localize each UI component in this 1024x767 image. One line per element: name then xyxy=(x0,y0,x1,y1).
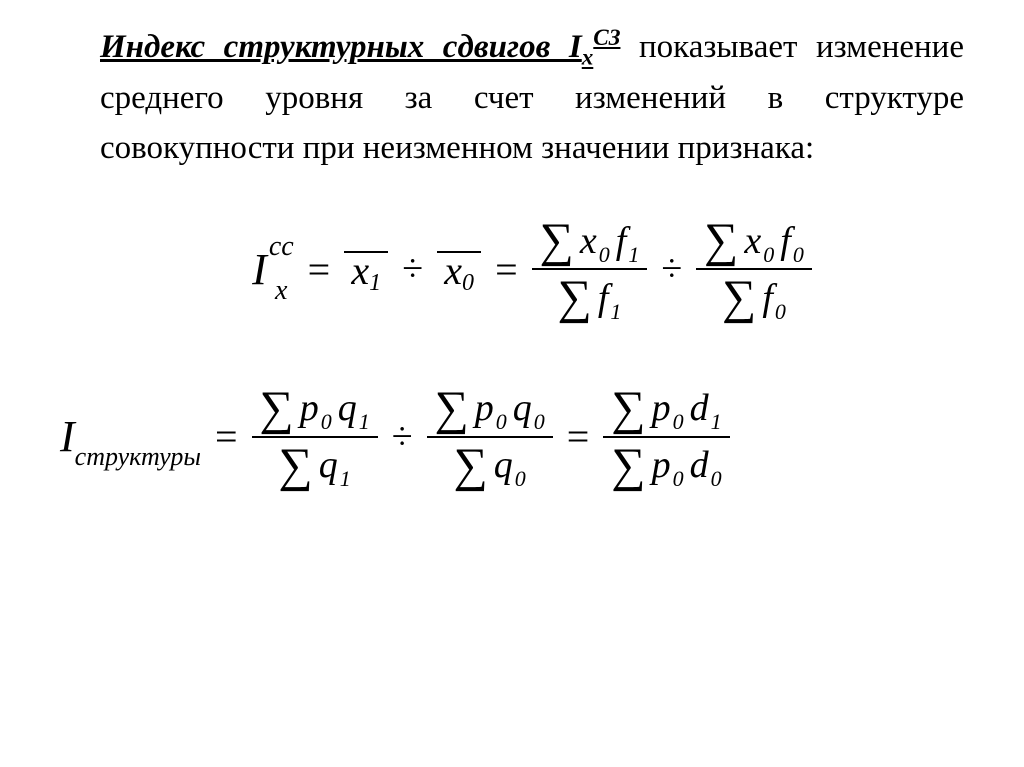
f2-sig-n3: ∑ xyxy=(611,387,645,430)
f2-lhs-sub: структуры xyxy=(75,442,201,472)
f2-d2-q: q xyxy=(494,446,513,484)
f2-n3-ds: 1 xyxy=(711,411,722,433)
f2-n2-p: p xyxy=(475,389,494,427)
f2-d1-q: q xyxy=(319,446,338,484)
f1-div1: ÷ xyxy=(402,247,423,291)
f2-n3-ps: 0 xyxy=(673,411,684,433)
f2-n1-q: q xyxy=(338,389,357,427)
f2-d3-ds: 0 xyxy=(711,468,722,490)
f1-x0-sub: 0 xyxy=(462,274,474,293)
f1-n2-fs: 0 xyxy=(793,244,804,266)
f1-sigma-d2: ∑ xyxy=(722,276,756,319)
f2-d3-d: d xyxy=(690,446,709,484)
f2-d1-qs: 1 xyxy=(340,468,351,490)
f2-sig-d2: ∑ xyxy=(454,444,488,487)
f1-lhs-sup: cc xyxy=(269,233,294,261)
formula-structural-shift: I cc x = x1 ÷ x0 = ∑ x0 f1 ∑ f1 xyxy=(100,213,964,325)
f1-x1-sub: 1 xyxy=(369,274,381,293)
f2-frac3: ∑ p0 d1 ∑ p0 d0 xyxy=(603,381,729,493)
term-sub: x xyxy=(582,44,594,70)
f2-frac1: ∑ p0 q1 ∑ q1 xyxy=(252,381,378,493)
f2-n3-p: p xyxy=(652,389,671,427)
f1-eq2: = xyxy=(495,246,518,293)
f2-lhs-I: I xyxy=(60,411,75,462)
f1-sigma-n2: ∑ xyxy=(704,219,738,262)
f1-lhs-sub: x xyxy=(275,277,287,305)
f2-n3-d: d xyxy=(690,389,709,427)
f2-sig-n1: ∑ xyxy=(260,387,294,430)
f1-frac2: ∑ x0 f0 ∑ f0 xyxy=(696,213,812,325)
f1-x1: x xyxy=(351,255,369,287)
f2-lhs: I структуры xyxy=(60,411,201,462)
f2-eq2: = xyxy=(567,413,590,460)
f2-n1-p: p xyxy=(300,389,319,427)
f2-frac2: ∑ p0 q0 ∑ q0 xyxy=(427,381,553,493)
f1-sigma-d1: ∑ xyxy=(558,276,592,319)
f2-eq1: = xyxy=(215,413,238,460)
f1-frac1: ∑ x0 f1 ∑ f1 xyxy=(532,213,648,325)
f1-d2-f: f xyxy=(762,279,773,317)
term-text: Индекс структурных сдвигов I xyxy=(100,29,582,65)
definition-paragraph: Индекс структурных сдвигов IxСЗ показыва… xyxy=(100,20,964,173)
f2-n2-qs: 0 xyxy=(534,411,545,433)
f1-n1-f: f xyxy=(616,222,627,260)
f2-n2-q: q xyxy=(513,389,532,427)
formula-structure-index: I структуры = ∑ p0 q1 ∑ q1 ÷ ∑ p0 q0 xyxy=(60,381,964,493)
f1-sigma-n1: ∑ xyxy=(540,219,574,262)
f1-lhs-supsub: cc x xyxy=(269,241,294,297)
f1-xbar1: x1 xyxy=(344,251,388,287)
f1-n1-xs: 0 xyxy=(599,244,610,266)
f2-sig-d1: ∑ xyxy=(279,444,313,487)
f1-n1-fs: 1 xyxy=(628,244,639,266)
f2-d2-qs: 0 xyxy=(515,468,526,490)
f2-n1-ps: 0 xyxy=(321,411,332,433)
f1-lhs: I cc x xyxy=(252,241,294,297)
f1-n2-x: x xyxy=(744,222,761,260)
f2-n1-qs: 1 xyxy=(359,411,370,433)
f1-d1-f: f xyxy=(598,279,609,317)
f1-eq1: = xyxy=(308,246,331,293)
f1-x0: x xyxy=(444,255,462,287)
f1-n2-xs: 0 xyxy=(763,244,774,266)
term-sup: СЗ xyxy=(593,24,620,50)
f2-d3-p: p xyxy=(652,446,671,484)
f1-lhs-I: I xyxy=(252,244,267,295)
f1-div2: ÷ xyxy=(661,247,682,291)
f2-d3-ps: 0 xyxy=(673,468,684,490)
f1-n2-f: f xyxy=(780,222,791,260)
f1-xbar0: x0 xyxy=(437,251,481,287)
f1-n1-x: x xyxy=(580,222,597,260)
f2-sig-n2: ∑ xyxy=(435,387,469,430)
f2-sig-d3: ∑ xyxy=(611,444,645,487)
f1-d1-fs: 1 xyxy=(610,301,621,323)
f1-d2-fs: 0 xyxy=(775,301,786,323)
f2-div1: ÷ xyxy=(392,415,413,459)
f2-n2-ps: 0 xyxy=(496,411,507,433)
